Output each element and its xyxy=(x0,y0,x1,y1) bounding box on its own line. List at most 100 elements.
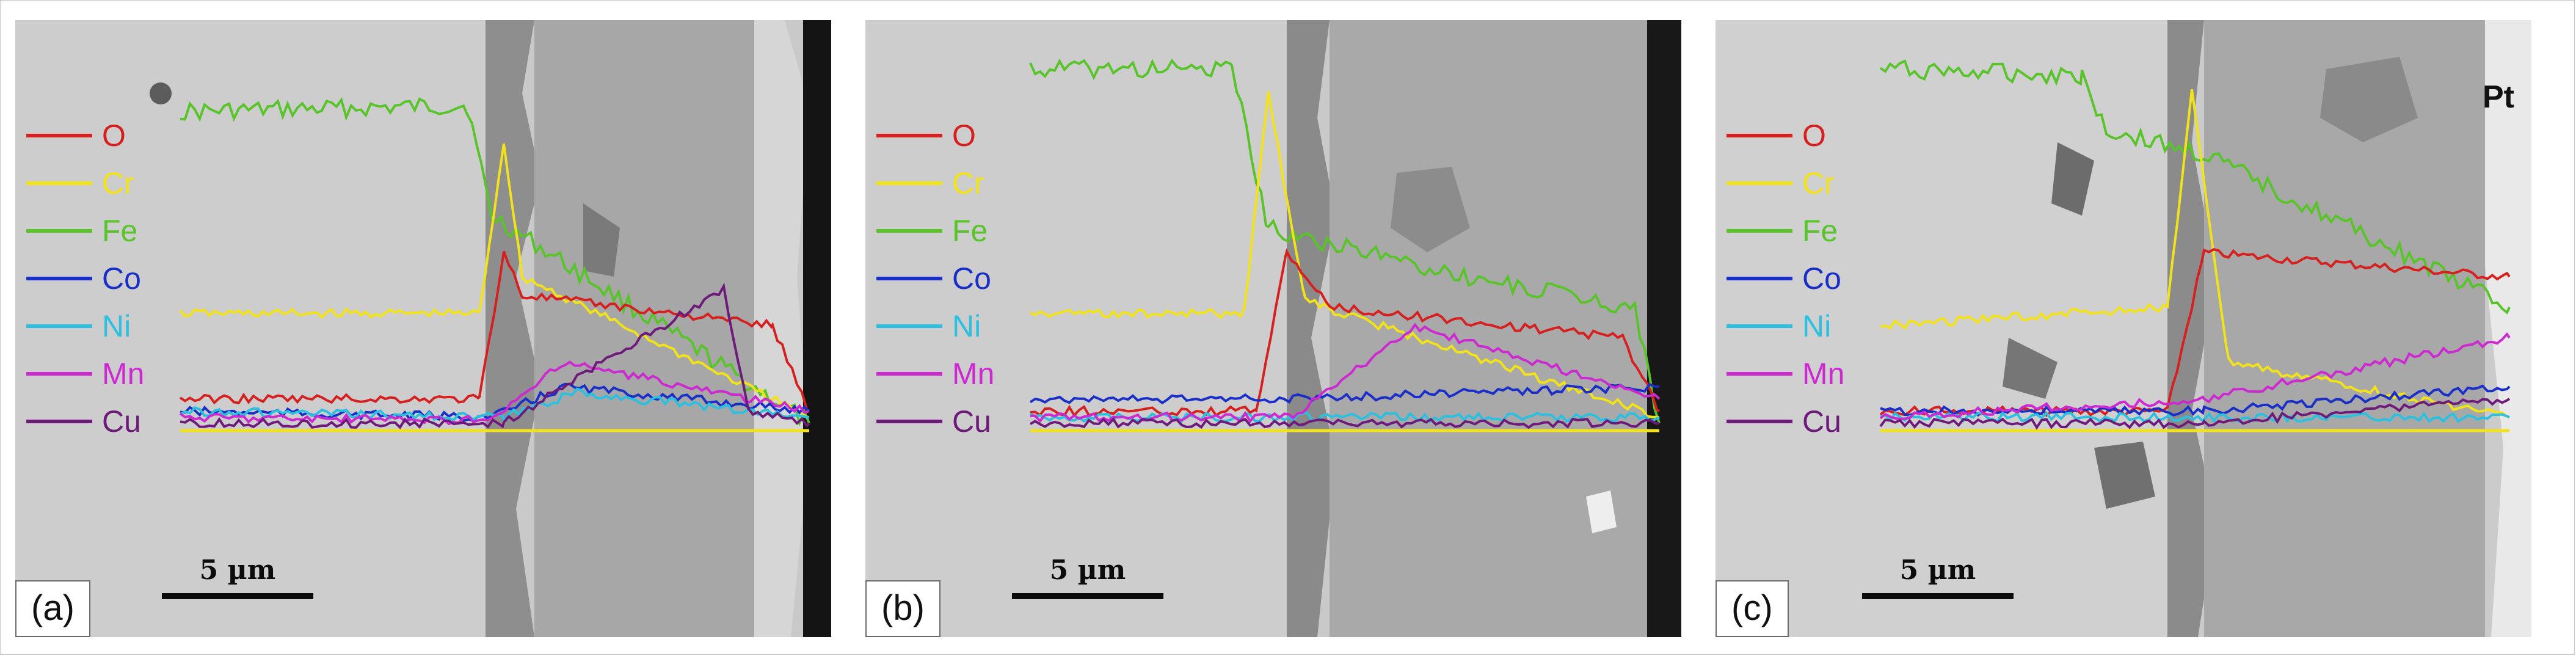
legend-item-ni: Ni xyxy=(876,302,994,350)
linescan-trace-cu xyxy=(1879,398,2511,430)
legend-item-fe: Fe xyxy=(1726,207,1844,255)
legend-swatch xyxy=(26,134,92,137)
legend-label: Cu xyxy=(102,404,141,439)
linescan-trace-cu xyxy=(180,282,810,430)
legend-item-o: O xyxy=(26,112,144,159)
linescan-trace-cu xyxy=(1029,417,1660,429)
legend-item-co: Co xyxy=(876,255,994,302)
legend-swatch xyxy=(26,181,92,185)
micrograph-panel-c: O Cr Fe Co Ni Mn Cu Pt 5 µm (c) xyxy=(1716,20,2531,637)
panel-label: (a) xyxy=(15,580,90,637)
legend-item-cr: Cr xyxy=(26,159,144,207)
legend-swatch xyxy=(876,181,942,185)
legend-swatch xyxy=(876,420,942,423)
scale-bar-label: 5 µm xyxy=(1899,555,1976,586)
legend-swatch xyxy=(26,229,92,233)
legend-label: Cu xyxy=(952,404,991,439)
scale-bar xyxy=(162,593,313,599)
scale-bar xyxy=(1012,593,1163,599)
panel-label: (c) xyxy=(1716,580,1789,637)
linescan-trace-o xyxy=(1879,248,2511,417)
legend-item-mn: Mn xyxy=(26,350,144,398)
legend-swatch xyxy=(1726,277,1792,280)
linescan-trace-cr xyxy=(1030,91,1660,418)
linescan-trace-o xyxy=(179,250,810,412)
legend-label: O xyxy=(952,118,976,153)
legend-item-cu: Cu xyxy=(876,398,994,445)
linescan-trace-o xyxy=(1030,248,1660,418)
legend-label: Co xyxy=(1802,261,1841,296)
element-legend: O Cr Fe Co Ni Mn Cu xyxy=(26,112,144,445)
micrograph-panel-a: O Cr Fe Co Ni Mn Cu 5 µm (a) xyxy=(15,20,831,637)
legend-label: Fe xyxy=(102,214,138,248)
legend-label: Co xyxy=(952,261,991,296)
legend-item-fe: Fe xyxy=(876,207,994,255)
legend-swatch xyxy=(1726,229,1792,233)
linescan-trace-fe xyxy=(1879,59,2511,315)
legend-label: Ni xyxy=(102,309,131,343)
legend-label: Cr xyxy=(102,166,134,200)
legend-label: Cu xyxy=(1802,404,1841,439)
legend-swatch xyxy=(876,229,942,233)
linescan-overlay xyxy=(179,97,810,432)
legend-item-fe: Fe xyxy=(26,207,144,255)
legend-label: Mn xyxy=(1802,357,1845,391)
legend-label: Ni xyxy=(1802,309,1832,343)
legend-item-cr: Cr xyxy=(1726,159,1844,207)
legend-label: O xyxy=(102,118,126,153)
linescan-trace-fe xyxy=(180,97,810,427)
scale-bar xyxy=(1862,593,2014,599)
legend-swatch xyxy=(1726,420,1792,423)
linescan-trace-mn xyxy=(1030,323,1661,424)
legend-label: Fe xyxy=(1802,214,1838,248)
legend-label: Cr xyxy=(1802,166,1835,200)
legend-item-cu: Cu xyxy=(26,398,144,445)
linescan-trace-mn xyxy=(179,360,810,426)
legend-item-o: O xyxy=(876,112,994,159)
legend-swatch xyxy=(876,324,942,328)
legend-label: Mn xyxy=(102,357,145,391)
legend-item-co: Co xyxy=(26,255,144,302)
linescan-overlay xyxy=(1879,59,2511,432)
legend-swatch xyxy=(876,372,942,376)
linescan-trace-ni xyxy=(1880,410,2510,424)
legend-label: Mn xyxy=(952,357,995,391)
legend-label: O xyxy=(1802,118,1826,153)
legend-label: Ni xyxy=(952,309,981,343)
legend-swatch xyxy=(1726,324,1792,328)
micrograph-image xyxy=(15,20,831,637)
element-legend: O Cr Fe Co Ni Mn Cu xyxy=(876,112,994,445)
legend-item-ni: Ni xyxy=(26,302,144,350)
scale-bar-label: 5 µm xyxy=(199,555,276,586)
linescan-trace-mn xyxy=(1879,332,2511,420)
legend-swatch xyxy=(1726,181,1792,185)
platinum-layer-label: Pt xyxy=(2483,79,2514,115)
legend-swatch xyxy=(26,372,92,376)
linescan-overlay xyxy=(1029,58,1661,432)
panel-label: (b) xyxy=(865,580,941,637)
legend-label: Fe xyxy=(952,214,988,248)
linescan-trace-co xyxy=(1880,384,2511,417)
legend-label: Cr xyxy=(952,166,984,200)
legend-item-cr: Cr xyxy=(876,159,994,207)
legend-item-cu: Cu xyxy=(1726,398,1844,445)
linescan-trace-cr xyxy=(1880,89,2510,418)
legend-swatch xyxy=(876,277,942,280)
legend-item-mn: Mn xyxy=(1726,350,1844,398)
legend-swatch xyxy=(876,134,942,137)
legend-swatch xyxy=(26,420,92,423)
scale-bar-label: 5 µm xyxy=(1049,555,1126,586)
micrograph-panel-b: O Cr Fe Co Ni Mn Cu 5 µm (b) xyxy=(865,20,1681,637)
legend-swatch xyxy=(26,324,92,328)
legend-item-o: O xyxy=(1726,112,1844,159)
micrograph-image xyxy=(1716,20,2531,637)
legend-item-co: Co xyxy=(1726,255,1844,302)
legend-item-ni: Ni xyxy=(1726,302,1844,350)
linescan-trace-co xyxy=(1029,382,1660,405)
element-legend: O Cr Fe Co Ni Mn Cu xyxy=(1726,112,1844,445)
legend-swatch xyxy=(26,277,92,280)
legend-label: Co xyxy=(102,261,141,296)
legend-item-mn: Mn xyxy=(876,350,994,398)
linescan-trace-cr xyxy=(179,143,810,418)
